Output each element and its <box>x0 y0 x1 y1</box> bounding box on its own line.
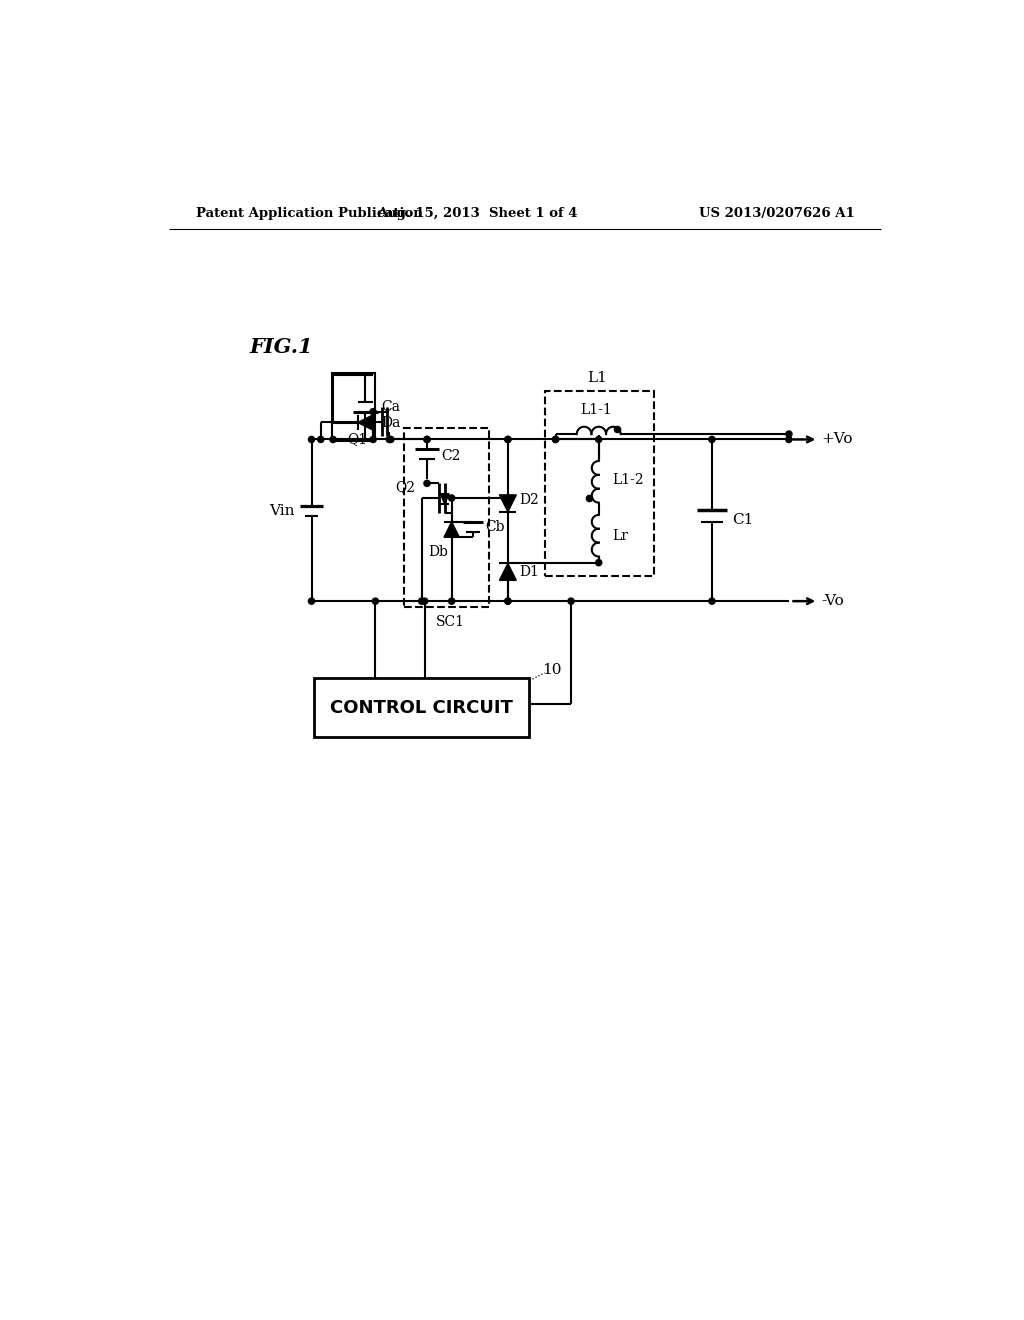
Text: D1: D1 <box>519 565 540 579</box>
Polygon shape <box>357 414 373 430</box>
Circle shape <box>419 598 425 605</box>
Circle shape <box>386 437 392 442</box>
Circle shape <box>709 598 715 605</box>
Text: Vin: Vin <box>269 504 295 517</box>
Text: L1-2: L1-2 <box>612 474 644 487</box>
Polygon shape <box>440 494 450 504</box>
Circle shape <box>596 437 602 442</box>
Text: 10: 10 <box>543 664 562 677</box>
Circle shape <box>317 437 324 442</box>
Text: +Vo: +Vo <box>821 433 853 446</box>
Text: Q1: Q1 <box>347 432 368 446</box>
Text: Da: Da <box>381 416 400 429</box>
Circle shape <box>505 598 511 605</box>
Text: -Vo: -Vo <box>821 594 844 609</box>
Text: D2: D2 <box>519 492 540 507</box>
Text: Q2: Q2 <box>395 480 416 494</box>
Circle shape <box>505 495 511 502</box>
Circle shape <box>785 432 792 437</box>
Circle shape <box>553 437 559 442</box>
Text: C1: C1 <box>732 513 754 527</box>
Circle shape <box>505 437 511 442</box>
Circle shape <box>449 598 455 605</box>
Circle shape <box>388 437 394 442</box>
Text: L1: L1 <box>587 371 607 385</box>
Circle shape <box>370 437 376 442</box>
Circle shape <box>330 437 336 442</box>
Text: C2: C2 <box>441 449 460 462</box>
Circle shape <box>424 437 430 442</box>
Polygon shape <box>500 495 516 512</box>
Circle shape <box>424 480 430 487</box>
Text: Lr: Lr <box>612 529 629 543</box>
Circle shape <box>449 495 455 502</box>
Circle shape <box>553 437 559 442</box>
Circle shape <box>308 437 314 442</box>
Text: US 2013/0207626 A1: US 2013/0207626 A1 <box>698 207 854 220</box>
Polygon shape <box>444 521 460 537</box>
Circle shape <box>308 598 314 605</box>
Circle shape <box>505 437 511 442</box>
Text: L1-1: L1-1 <box>581 403 612 417</box>
Circle shape <box>424 437 430 442</box>
Circle shape <box>422 598 428 605</box>
Text: FIG.1: FIG.1 <box>250 337 313 356</box>
Circle shape <box>709 437 715 442</box>
Circle shape <box>568 598 574 605</box>
Text: Ca: Ca <box>381 400 399 414</box>
Circle shape <box>785 437 792 442</box>
Circle shape <box>373 598 379 605</box>
Text: Cb: Cb <box>484 520 504 535</box>
Circle shape <box>370 409 376 414</box>
Circle shape <box>505 598 511 605</box>
Text: Patent Application Publication: Patent Application Publication <box>196 207 423 220</box>
Text: CONTROL CIRCUIT: CONTROL CIRCUIT <box>330 698 513 717</box>
Text: Aug. 15, 2013  Sheet 1 of 4: Aug. 15, 2013 Sheet 1 of 4 <box>377 207 578 220</box>
Circle shape <box>596 560 602 566</box>
Text: SC1: SC1 <box>435 615 465 630</box>
Text: Db: Db <box>429 545 449 558</box>
Polygon shape <box>500 564 516 581</box>
